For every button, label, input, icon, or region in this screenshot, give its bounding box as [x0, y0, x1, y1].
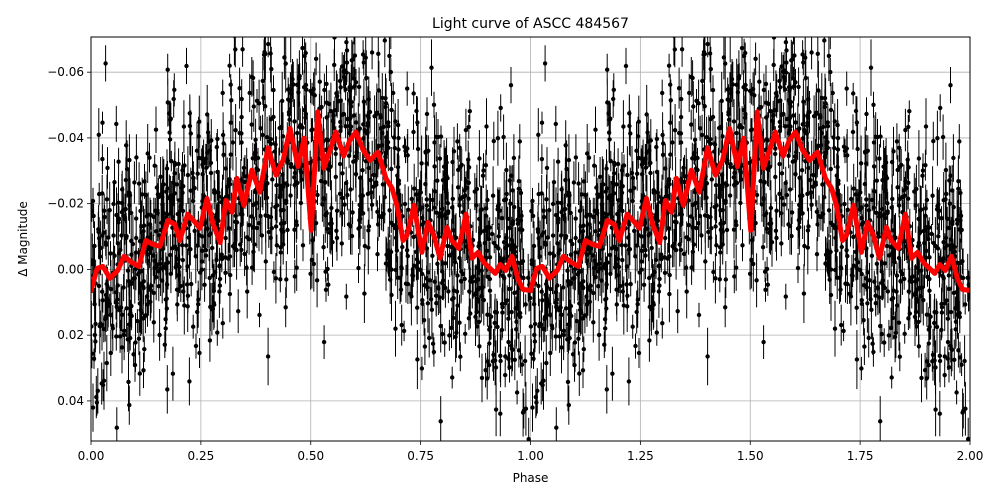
x-tick-label: 0.75 — [407, 449, 434, 463]
y-tick-label: −0.06 — [47, 65, 84, 79]
y-axis-label: Δ Magnitude — [16, 201, 30, 277]
x-tick-label: 1.50 — [737, 449, 764, 463]
top-mask — [0, 0, 1000, 37]
x-axis-label: Phase — [513, 471, 549, 485]
x-tick-label: 1.75 — [847, 449, 874, 463]
chart-title-text: Light curve of ASCC 484567 — [432, 16, 629, 32]
x-axis-ticks: 0.00 0.25 0.50 0.75 1.00 1.25 1.50 1.75 2.00 — [78, 441, 984, 463]
y-tick-label: 0.02 — [57, 328, 84, 342]
right-mask — [970, 0, 1000, 500]
model-fit-curve — [88, 109, 973, 293]
y-tick-label: −0.04 — [47, 131, 84, 145]
x-tick-label: 1.00 — [517, 449, 544, 463]
bottom-mask — [0, 441, 1000, 500]
x-tick-label: 1.25 — [627, 449, 654, 463]
left-mask — [0, 0, 91, 500]
y-axis-ticks: −0.06 −0.04 −0.02 0.00 0.02 0.04 — [47, 65, 91, 408]
x-tick-label: 0.50 — [297, 449, 324, 463]
y-tick-label: 0.04 — [57, 394, 84, 408]
x-tick-label: 0.00 — [78, 449, 105, 463]
y-tick-label: −0.02 — [47, 197, 84, 211]
y-tick-label: 0.00 — [57, 262, 84, 276]
x-tick-label: 2.00 — [957, 449, 984, 463]
x-tick-label: 0.25 — [188, 449, 215, 463]
